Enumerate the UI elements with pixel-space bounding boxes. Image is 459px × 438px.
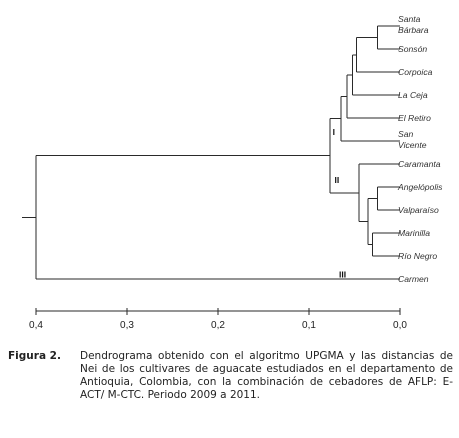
dendrogram: Santa Bárbara Sonsón Corpoica La Ceja El Reti… [22,14,443,331]
x-tick-label: 0,2 [211,320,225,331]
leaf-label: Río Negro [398,251,437,261]
leaf-label: La Ceja [398,90,428,100]
cluster-label: I [333,127,335,137]
leaf-labels: Santa Bárbara Sonsón Corpoica La Ceja El Reti… [397,14,443,284]
leaf-label: Angelópolis [397,182,443,192]
x-tick-label: 0,3 [120,320,134,331]
cluster-label: II [334,175,339,185]
caption-text: Dendrograma obtenido con el algoritmo UP… [80,350,453,401]
x-tick-label: 0,0 [393,320,407,331]
x-tick-label: 0,1 [302,320,316,331]
leaf-label: Carmen [398,274,429,284]
leaf-label: Marinilla [398,228,430,238]
leaf-label: Santa Bárbara [398,14,429,35]
leaf-label: Sonsón [398,44,427,54]
leaf-label: San Vicente [398,129,427,150]
cluster-label: III [339,269,346,279]
leaf-label: Caramanta [398,159,441,169]
figure-caption: Figura 2. Dendrograma obtenido con el al… [8,350,453,402]
caption-label: Figura 2. [8,350,61,362]
distance-axis: 0,4 0,3 0,2 0,1 0,0 [29,308,407,331]
leaf-label: Corpoica [398,67,433,77]
dendrogram-branches [22,25,400,280]
leaf-label: Valparaíso [398,205,439,215]
leaf-label: El Retiro [398,113,431,123]
x-tick-label: 0,4 [29,320,43,331]
